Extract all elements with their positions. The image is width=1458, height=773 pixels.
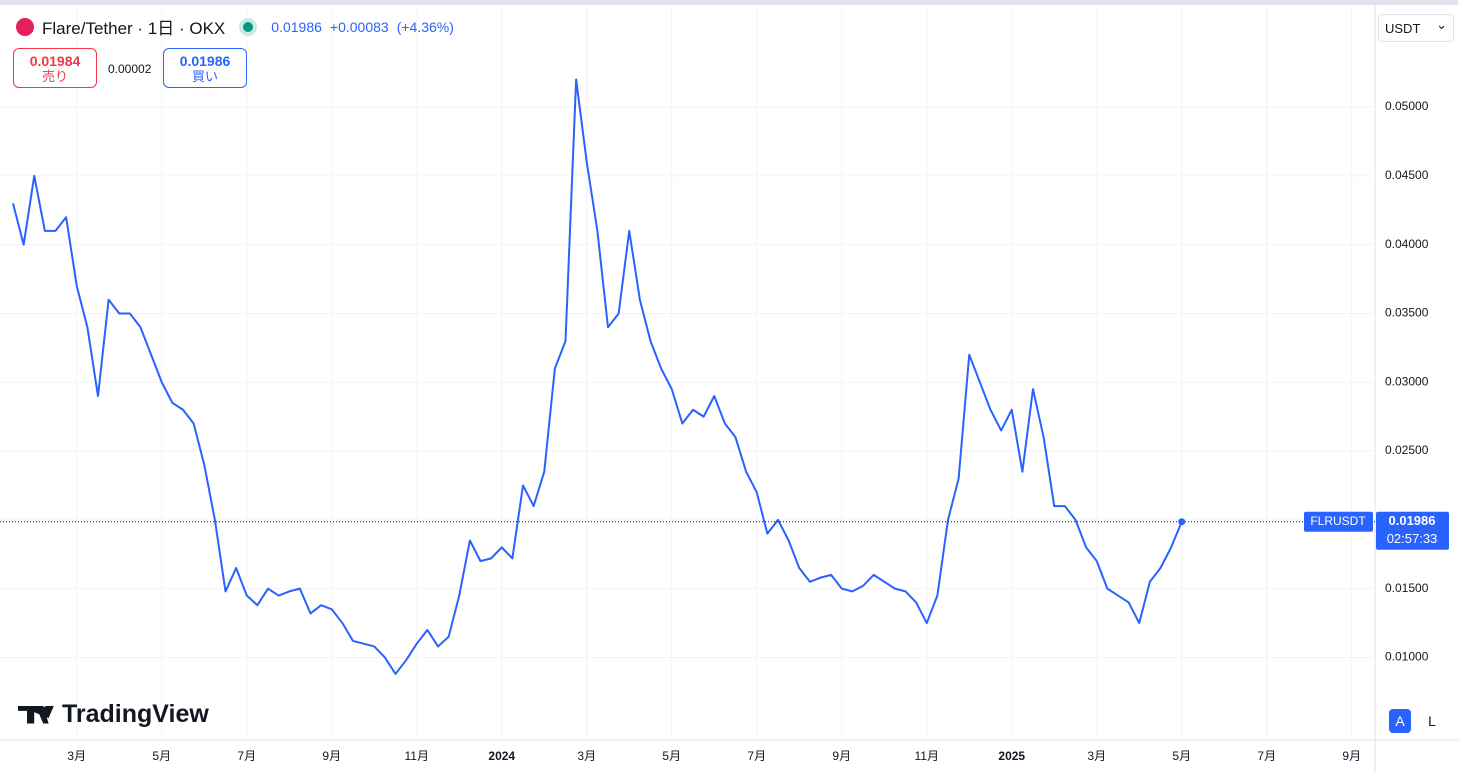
bid-price: 0.01984 bbox=[29, 53, 81, 69]
ask-label: 買い bbox=[191, 69, 218, 84]
header-price: 0.01986 bbox=[271, 18, 322, 35]
y-tick-label: 0.01500 bbox=[1385, 581, 1429, 595]
y-tick-label: 0.03500 bbox=[1385, 306, 1429, 320]
x-tick-label: 3月 bbox=[577, 749, 596, 763]
header-change-pct: (+4.36%) bbox=[396, 18, 454, 35]
countdown: 02:57:33 bbox=[1387, 531, 1438, 546]
bid-label: 売り bbox=[41, 69, 68, 84]
spread: 0.00002 bbox=[108, 62, 152, 76]
top-strip bbox=[0, 0, 1458, 5]
x-tick-label: 9月 bbox=[1342, 749, 1361, 763]
brand-name: TradingView bbox=[62, 700, 209, 728]
x-tick-label: 2024 bbox=[488, 749, 515, 763]
x-tick-label: 7月 bbox=[747, 749, 766, 763]
sell-button[interactable]: 0.01984 売り bbox=[13, 48, 97, 88]
header-change: +0.00083 bbox=[329, 18, 389, 35]
x-tick-label: 3月 bbox=[1087, 749, 1106, 763]
ask-price: 0.01986 bbox=[179, 53, 231, 69]
grid bbox=[0, 5, 1375, 740]
y-tick-label: 0.04000 bbox=[1385, 237, 1429, 251]
x-tick-label: 11月 bbox=[405, 749, 429, 763]
x-tick-label: 9月 bbox=[322, 749, 341, 763]
y-tick-label: 0.05000 bbox=[1385, 99, 1429, 113]
last-point bbox=[1178, 518, 1186, 526]
x-tick-label: 2025 bbox=[998, 749, 1025, 763]
last-price-tag bbox=[1376, 511, 1449, 550]
price-line bbox=[12, 78, 1183, 675]
y-tick-label: 0.03000 bbox=[1385, 374, 1429, 388]
symbol-title: Flare/Tether · 1日 · OKX bbox=[42, 19, 226, 38]
brand: TradingView bbox=[18, 700, 209, 729]
x-tick-label: 7月 bbox=[1257, 749, 1276, 763]
x-tick-label: 7月 bbox=[237, 749, 256, 763]
x-tick-label: 9月 bbox=[832, 749, 851, 763]
log-scale-button[interactable]: L bbox=[1428, 713, 1436, 729]
y-tick-label: 0.02500 bbox=[1385, 443, 1429, 457]
x-tick-label: 3月 bbox=[67, 749, 86, 763]
brand-logo bbox=[18, 705, 54, 724]
symbol-header: Flare/Tether · 1日 · OKX 0.01986 +0.00083 (+… bbox=[16, 14, 454, 39]
last-price-label: 0.01986 bbox=[1389, 513, 1436, 528]
status-dot bbox=[243, 21, 254, 32]
y-tick-label: 0.01000 bbox=[1385, 650, 1429, 664]
auto-scale-button[interactable]: A bbox=[1389, 709, 1411, 733]
logo bbox=[16, 17, 34, 36]
x-tick-label: 5月 bbox=[1172, 749, 1191, 763]
x-tick-label: 5月 bbox=[152, 749, 171, 763]
symbol-tag-label: FLRUSDT bbox=[1310, 514, 1366, 528]
x-tick-label: 11月 bbox=[915, 749, 939, 763]
symbol-tag bbox=[1304, 511, 1373, 532]
y-tick-label: 0.04500 bbox=[1385, 168, 1429, 182]
currency-select[interactable]: USDT bbox=[1378, 14, 1454, 42]
buy-button[interactable]: 0.01986 買い bbox=[163, 48, 247, 88]
x-tick-label: 5月 bbox=[662, 749, 681, 763]
